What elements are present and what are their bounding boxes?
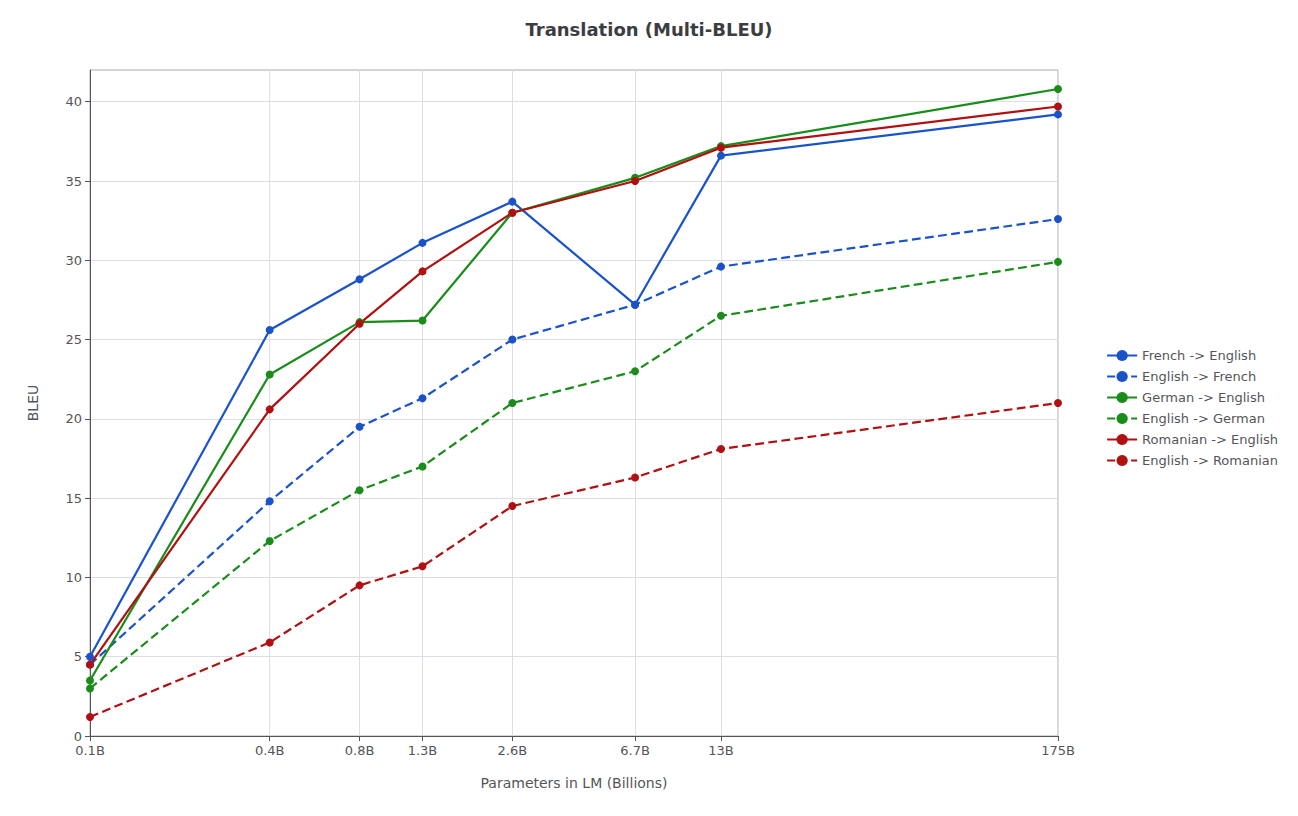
- svg-text:30: 30: [65, 253, 82, 268]
- svg-text:English -> German: English -> German: [1142, 411, 1265, 426]
- svg-text:13B: 13B: [708, 743, 733, 758]
- svg-text:1.3B: 1.3B: [408, 743, 438, 758]
- svg-text:2.6B: 2.6B: [498, 743, 528, 758]
- svg-text:German -> English: German -> English: [1142, 390, 1265, 405]
- svg-text:Translation (Multi-BLEU): Translation (Multi-BLEU): [525, 19, 772, 40]
- svg-text:0.4B: 0.4B: [255, 743, 285, 758]
- svg-text:175B: 175B: [1041, 743, 1075, 758]
- svg-text:5: 5: [74, 649, 82, 664]
- svg-text:10: 10: [65, 570, 82, 585]
- svg-text:6.7B: 6.7B: [620, 743, 650, 758]
- svg-text:0.1B: 0.1B: [75, 743, 105, 758]
- svg-text:40: 40: [65, 94, 82, 109]
- svg-text:35: 35: [65, 174, 82, 189]
- svg-text:25: 25: [65, 332, 82, 347]
- svg-text:Parameters in LM (Billions): Parameters in LM (Billions): [481, 775, 668, 791]
- svg-text:English -> Romanian: English -> Romanian: [1142, 453, 1278, 468]
- svg-text:French -> English: French -> English: [1142, 348, 1256, 363]
- svg-text:BLEU: BLEU: [25, 385, 41, 422]
- svg-text:15: 15: [65, 491, 82, 506]
- svg-text:0: 0: [74, 729, 82, 744]
- svg-text:English -> French: English -> French: [1142, 369, 1256, 384]
- svg-text:0.8B: 0.8B: [345, 743, 375, 758]
- svg-text:Romanian -> English: Romanian -> English: [1142, 432, 1278, 447]
- svg-text:20: 20: [65, 411, 82, 426]
